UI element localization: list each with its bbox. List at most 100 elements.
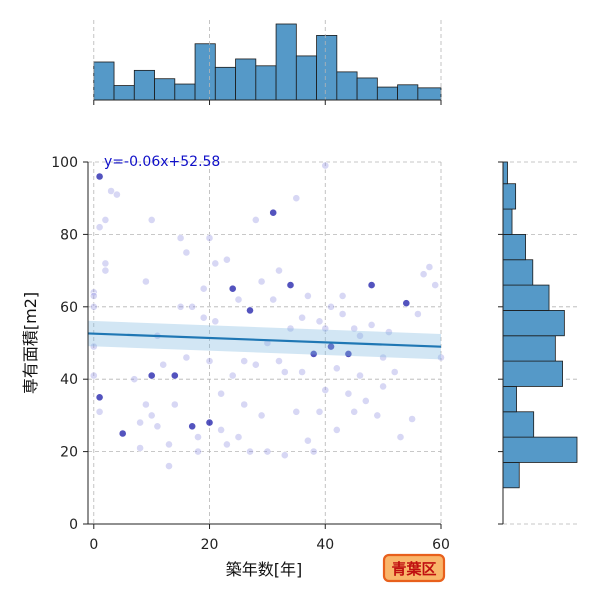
right-hist-bar <box>502 161 508 185</box>
right-hist-bar <box>502 208 513 235</box>
scatter-point <box>194 433 202 441</box>
scatter-point <box>269 208 278 217</box>
right-histogram <box>498 161 580 525</box>
scatter-point <box>234 295 243 304</box>
scatter-point <box>211 259 220 268</box>
scatter-point <box>298 313 306 322</box>
scatter-point <box>89 302 98 311</box>
scatter-point <box>136 444 144 452</box>
scatter-point <box>396 433 405 441</box>
y-tick-label: 100 <box>51 155 78 171</box>
top-hist-bar <box>235 58 257 101</box>
x-tick-label: 40 <box>316 537 334 553</box>
scatter-point <box>113 190 121 199</box>
region-badge-label: 青葉区 <box>391 560 436 578</box>
regression-equation: y=-0.06x+52.58 <box>104 154 220 170</box>
scatter-point <box>373 411 382 420</box>
scatter-point <box>240 400 249 409</box>
scatter-point <box>118 429 127 438</box>
scatter-point <box>95 393 104 402</box>
scatter-point <box>240 357 249 365</box>
scatter-point <box>269 295 278 304</box>
scatter-point <box>303 291 312 300</box>
top-hist-bar <box>316 35 338 101</box>
right-hist-bar <box>502 411 535 438</box>
scatter-point <box>165 440 173 449</box>
y-axis-title: 専有面積[m2] <box>21 292 40 394</box>
top-hist-bar <box>295 55 317 101</box>
scatter-point <box>379 353 387 362</box>
scatter-point <box>338 310 347 318</box>
scatter-point <box>95 223 104 232</box>
scatter-point <box>95 407 104 416</box>
scatter-point <box>89 371 98 380</box>
scatter-point <box>402 299 411 308</box>
scatter-point <box>194 447 202 456</box>
scatter-point <box>188 422 197 431</box>
scatter-point <box>344 389 353 398</box>
axes: 0 20 40 60 0 20 40 60 80 100 <box>51 155 450 553</box>
scatter-point <box>101 266 110 275</box>
top-hist-bar <box>275 23 297 101</box>
scatter-point <box>367 281 376 289</box>
scatter-point <box>280 451 289 460</box>
scatter-point <box>390 368 399 376</box>
right-hist-bar <box>502 284 550 311</box>
scatter-point <box>217 425 225 434</box>
scatter-point <box>182 353 191 362</box>
right-hist-bar <box>502 183 517 210</box>
top-hist-bar <box>174 83 196 101</box>
scatter-point <box>199 313 208 322</box>
scatter-point <box>298 368 306 376</box>
scatter-point <box>95 172 104 181</box>
scatter-point <box>321 386 330 394</box>
scatter-point <box>408 415 416 423</box>
scatter-point <box>367 320 376 329</box>
y-tick-label: 20 <box>60 445 78 461</box>
right-hist-bar <box>502 259 534 286</box>
scatter-point <box>205 357 214 365</box>
top-hist-bar <box>214 66 236 101</box>
scatter-point <box>165 462 173 470</box>
scatter-point <box>199 284 208 293</box>
scatter-point <box>228 284 237 293</box>
scatter-point <box>222 440 231 449</box>
scatter-point <box>222 255 231 264</box>
scatter-point <box>292 407 301 416</box>
right-hist-bar <box>502 335 556 362</box>
scatter-point <box>101 259 110 268</box>
top-hist-bar <box>397 84 419 101</box>
region-badge: 青葉区 <box>382 553 446 583</box>
scatter-point <box>182 248 191 257</box>
right-hist-bar <box>502 386 517 413</box>
scatter-point <box>315 407 324 416</box>
top-histogram <box>93 20 442 105</box>
y-tick-label: 60 <box>60 300 78 316</box>
top-hist-bar <box>255 65 277 101</box>
scatter-point <box>205 418 214 427</box>
scatter-point <box>211 317 220 326</box>
scatter-point <box>217 389 225 398</box>
x-tick-label: 60 <box>432 537 450 553</box>
scatter-point <box>292 194 301 203</box>
scatter-point <box>321 161 330 170</box>
y-tick-label: 80 <box>60 227 78 243</box>
scatter-point <box>419 270 428 279</box>
scatter-point <box>286 281 295 289</box>
right-hist-bar <box>502 310 565 337</box>
top-hist-bar <box>417 87 442 101</box>
scatter-point <box>431 281 440 289</box>
top-hist-bar <box>356 77 378 101</box>
top-hist-bar <box>336 71 358 101</box>
regression <box>87 320 442 360</box>
top-hist-bar <box>113 85 135 101</box>
right-hist-bar <box>502 462 520 489</box>
scatter-point <box>361 396 370 405</box>
scatter-point <box>384 328 393 336</box>
top-hist-bar <box>376 86 398 101</box>
scatter-point <box>136 418 144 427</box>
scatter-point <box>205 234 214 242</box>
scatter-point <box>350 407 359 416</box>
